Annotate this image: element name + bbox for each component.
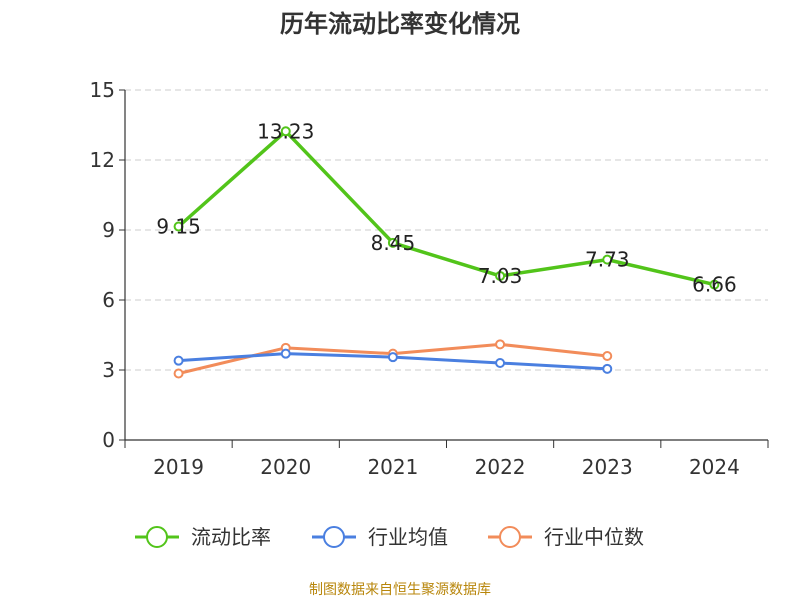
y-tick-label: 15: [90, 78, 115, 102]
series-line-0: [177, 129, 715, 287]
y-tick-label: 9: [102, 218, 115, 242]
data-label: 13.23: [257, 119, 314, 143]
x-tick-label: 2022: [475, 455, 526, 479]
data-label: 6.66: [692, 273, 737, 297]
x-tick-label: 2021: [367, 455, 418, 479]
legend-item[interactable]: 行业均值: [312, 525, 448, 549]
legend-label: 流动比率: [191, 525, 271, 549]
data-point: [387, 237, 398, 248]
y-tick-label: 3: [102, 358, 115, 382]
data-point: [173, 221, 184, 232]
grid: [125, 89, 768, 371]
chart-title: 历年流动比率变化情况: [280, 10, 520, 38]
legend-swatch-marker: [499, 526, 521, 548]
data-label: 9.15: [156, 215, 201, 239]
legend-label: 行业中位数: [544, 525, 644, 549]
data-point: [602, 254, 613, 265]
axes: 0 3 6 9 12 15 2019 2020 2021 2022 2023 2024: [90, 78, 769, 479]
legend-item[interactable]: 行业中位数: [488, 525, 644, 549]
x-tick-label: 2019: [153, 455, 204, 479]
data-point: [709, 279, 720, 290]
data-point: [495, 270, 506, 281]
data-labels: 9.15 13.23 8.45 7.03 7.73 6.66: [156, 119, 736, 296]
data-label: 8.45: [371, 231, 416, 255]
data-label: 7.03: [478, 264, 523, 288]
data-point: [495, 358, 506, 368]
y-tick-label: 6: [102, 288, 115, 312]
x-tick-label: 2023: [582, 455, 633, 479]
series-layer: [173, 126, 720, 379]
source-note: 制图数据来自恒生聚源数据库: [309, 582, 491, 598]
legend[interactable]: 流动比率 行业均值 行业中位数: [135, 525, 644, 549]
legend-item[interactable]: 流动比率: [135, 525, 271, 549]
legend-label: 行业均值: [368, 525, 448, 549]
data-point: [495, 339, 506, 350]
data-point: [173, 355, 184, 366]
y-tick-label: 0: [102, 428, 115, 452]
data-point: [602, 351, 613, 361]
data-point: [173, 368, 184, 379]
data-point: [280, 348, 291, 359]
data-point: [280, 126, 291, 137]
legend-swatch-marker: [146, 526, 168, 548]
data-point: [602, 363, 613, 374]
data-point: [387, 352, 398, 363]
x-tick-label: 2024: [689, 455, 740, 479]
y-tick-label: 12: [90, 148, 115, 172]
x-tick-label: 2020: [260, 455, 311, 479]
legend-swatch-marker: [323, 526, 345, 548]
data-label: 7.73: [585, 248, 630, 272]
